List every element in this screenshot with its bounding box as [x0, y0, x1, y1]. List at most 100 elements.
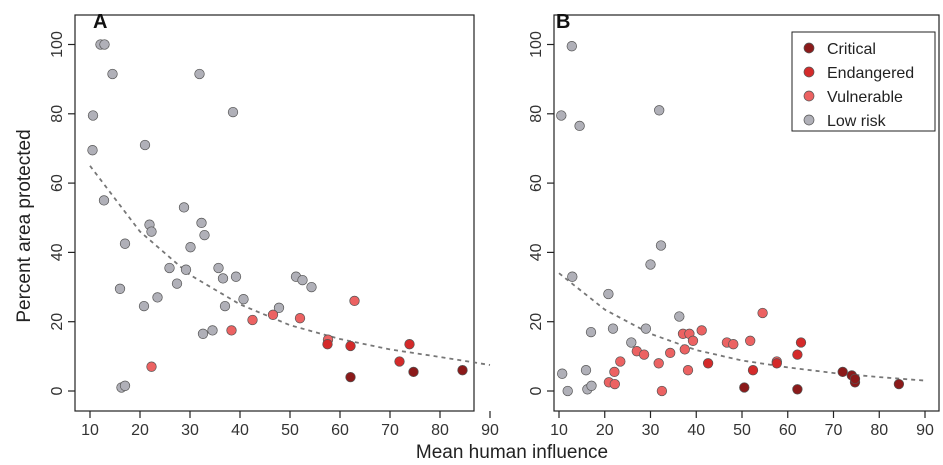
legend-label-critical: Critical — [827, 41, 876, 58]
panel-a-point-low-risk — [146, 226, 157, 237]
panel-a-point-low-risk — [219, 300, 231, 312]
legend-marker-low-risk — [803, 114, 815, 126]
panel-a-point-low-risk — [297, 274, 308, 286]
panel-b-y-tick-label: 100 — [528, 31, 545, 58]
panel-b-point-vulnerable — [757, 307, 768, 319]
panel-b-point-vulnerable — [656, 385, 668, 397]
panel-b-point-low-risk — [654, 105, 665, 116]
panel-b-point-critical — [893, 378, 905, 390]
legend-label-vulnerable: Vulnerable — [827, 89, 903, 106]
panel-a-point-low-risk — [217, 273, 229, 284]
panel-a-point-critical — [345, 371, 356, 383]
panel-a-point-low-risk — [194, 68, 205, 80]
panel-b-point-vulnerable — [665, 347, 676, 359]
panel-b-point-low-risk — [626, 337, 637, 348]
panel-b-y-ticks: 0 20 40 60 80 100 — [528, 31, 554, 395]
panel-b-x-tick-label: 40 — [687, 422, 705, 439]
panel-b-point-critical — [792, 384, 803, 395]
legend-items: Critical Endangered Vulnerable Low risk — [803, 41, 914, 130]
panel-b-point-vulnerable — [696, 325, 707, 336]
panel-a-y-tick-label: 60 — [49, 174, 66, 192]
panel-a-point-low-risk — [197, 328, 209, 339]
panel-a-x-tick-label: 10 — [81, 422, 99, 439]
panel-a-point-low-risk — [87, 110, 99, 121]
panel-b-point-low-risk — [567, 271, 578, 282]
panel-b-point-vulnerable — [728, 339, 739, 350]
panel-b-point-vulnerable — [609, 378, 620, 390]
panel-b-point-vulnerable — [679, 344, 690, 355]
panel-b-y-tick-label: 60 — [528, 174, 545, 192]
panel-b-point-low-risk — [556, 110, 567, 121]
panel-a-point-low-risk — [119, 238, 131, 249]
panel-a-y-ticks: 0 20 40 60 80 100 — [49, 31, 75, 395]
panel-b-x-tick-label: 50 — [733, 422, 751, 439]
panel-a-point-low-risk — [306, 281, 317, 293]
panel-a-label: A — [93, 11, 107, 33]
panel-a-point-critical — [457, 365, 468, 376]
panel-b-y-tick-label: 20 — [528, 313, 545, 331]
panel-b-point-vulnerable — [615, 356, 626, 367]
panel-a-point-low-risk — [114, 283, 126, 294]
panel-a-point-low-risk — [107, 68, 118, 80]
panel-a-trend-layer — [89, 165, 491, 366]
panel-a-point-endangered — [394, 356, 405, 367]
panel-b-x-tick-label: 90 — [916, 422, 934, 439]
panel-a-point-low-risk — [199, 229, 210, 241]
panel-a-point-low-risk — [185, 242, 196, 253]
panel-b-point-critical — [837, 366, 848, 378]
panel-a-y-tick-label: 20 — [49, 313, 66, 331]
panel-a-point-low-risk — [207, 325, 218, 336]
panel-b-point-vulnerable — [687, 335, 699, 346]
panel-a-point-endangered — [404, 339, 415, 350]
panel-b-point-low-risk — [640, 323, 652, 334]
panel-b-point-low-risk — [586, 380, 597, 391]
panel-b-x-tick-label: 80 — [870, 422, 888, 439]
panel-a-point-low-risk — [171, 278, 183, 289]
panel-a-point-low-risk — [196, 217, 207, 229]
panel-b-x-ticks: 10 20 30 40 50 60 70 80 90 — [550, 411, 934, 439]
panel-b-x-tick-label: 60 — [779, 422, 797, 439]
panel-a-x-tick-label: 20 — [131, 422, 149, 439]
panel-b-y-tick-label: 40 — [528, 243, 545, 261]
panel-a: A 10 20 30 40 50 60 70 80 90 0 20 40 60 80 100 — [49, 11, 499, 439]
panel-a-point-low-risk — [230, 271, 242, 282]
panel-b-point-vulnerable — [609, 366, 620, 378]
legend-label-endangered: Endangered — [827, 65, 914, 82]
panel-b-point-low-risk — [645, 259, 656, 270]
panel-b-point-endangered — [771, 358, 782, 369]
panel-b-x-tick-label: 70 — [825, 422, 843, 439]
panel-a-point-vulnerable — [226, 325, 237, 336]
panel-a-point-low-risk — [139, 139, 151, 151]
panel-b-x-tick-label: 10 — [550, 422, 568, 439]
panel-b-point-critical — [739, 382, 750, 393]
panel-a-point-low-risk — [238, 294, 249, 305]
panel-b-x-tick-label: 30 — [642, 422, 660, 439]
panel-a-trend-line — [89, 165, 491, 366]
panel-b-point-low-risk — [580, 365, 592, 376]
panel-b-point-low-risk — [674, 311, 685, 322]
panel-b-point-low-risk — [566, 41, 577, 52]
panel-a-x-tick-label: 80 — [431, 422, 449, 439]
panel-a-point-low-risk — [213, 262, 224, 274]
panel-a-y-tick-label: 0 — [49, 386, 66, 395]
panel-b-point-endangered — [747, 365, 759, 376]
panel-b-point-low-risk — [585, 326, 597, 338]
panel-b-point-low-risk — [557, 368, 568, 379]
panel-a-point-vulnerable — [247, 314, 258, 326]
panel-a-point-endangered — [345, 340, 356, 352]
panel-a-point-low-risk — [164, 262, 175, 274]
legend-box — [791, 31, 936, 132]
panel-a-point-vulnerable — [146, 361, 157, 372]
panel-b-trend-layer — [558, 272, 926, 382]
panel-a-x-tick-label: 60 — [331, 422, 349, 439]
panel-b-x-tick-label: 20 — [596, 422, 614, 439]
panel-a-point-low-risk — [227, 106, 239, 118]
panel-a-point-low-risk — [273, 302, 285, 313]
legend-marker-critical — [803, 42, 815, 54]
panel-a-point-low-risk — [99, 39, 110, 50]
panel-b-y-tick-label: 0 — [528, 386, 545, 395]
panel-a-points-layer — [87, 39, 468, 393]
panel-b-point-low-risk — [655, 240, 667, 251]
panel-a-y-tick-label: 40 — [49, 243, 66, 261]
